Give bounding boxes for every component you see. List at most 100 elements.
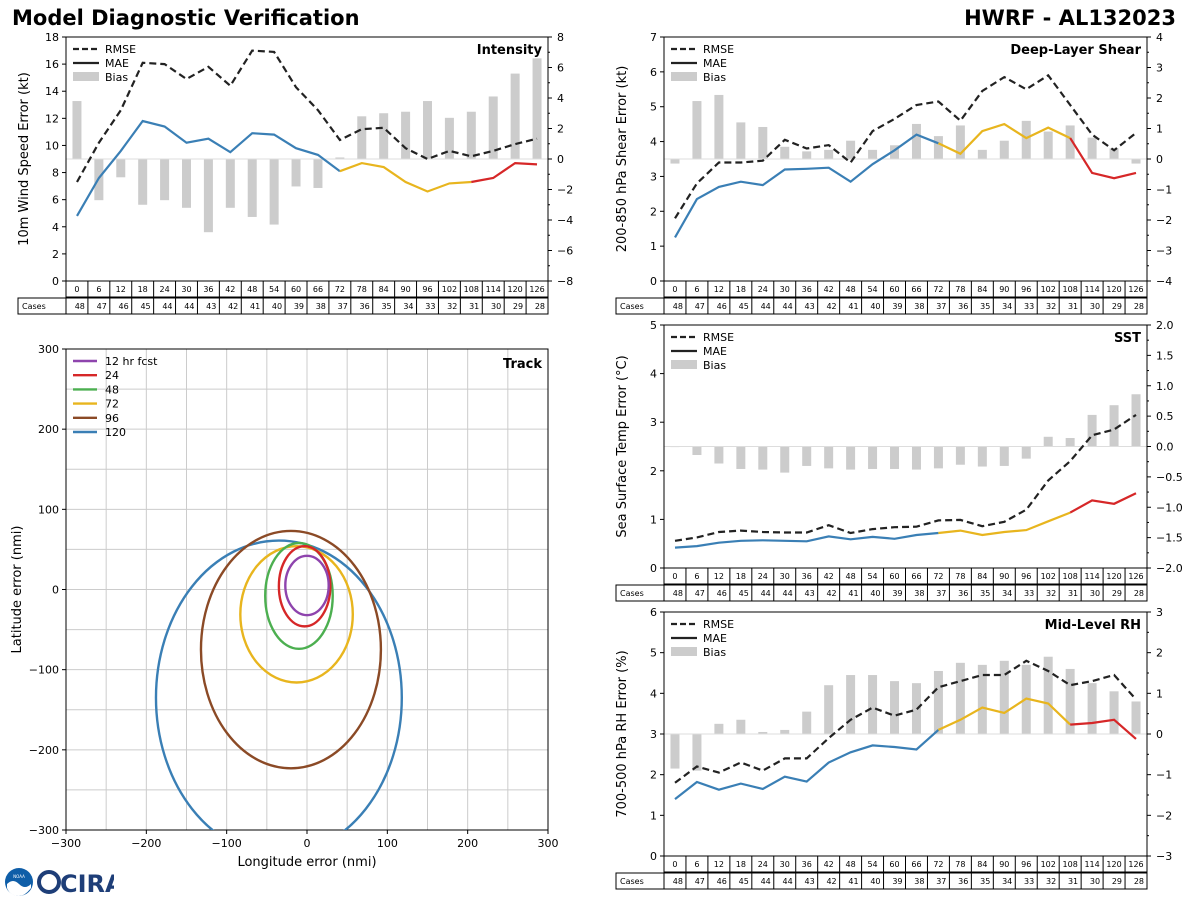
sst-y2tick-label: 1.0: [1156, 380, 1174, 393]
sst-bias-bar: [714, 446, 724, 464]
intensity-case-count: 28: [535, 302, 545, 311]
sst-hour-label: 6: [694, 572, 699, 581]
rh-case-count: 45: [739, 877, 749, 886]
shear-hour-label: 6: [694, 285, 699, 294]
intensity-bias-bar: [247, 159, 257, 217]
shear-bias-bar: [911, 123, 921, 159]
shear-bias-bar: [736, 122, 746, 159]
shear-legend-bias-swatch: [671, 72, 697, 81]
shear-y2tick-label: −1: [1156, 184, 1172, 197]
intensity-case-count: 42: [228, 302, 238, 311]
rh-hour-label: 84: [977, 860, 987, 869]
shear-bias-bar: [1043, 131, 1053, 159]
rh-hour-label: 108: [1063, 860, 1078, 869]
sst-chart: 012345−2.0−1.5−1.0−0.50.00.51.01.52.0Sea…: [615, 319, 1183, 602]
shear-bias-bar: [714, 94, 724, 159]
shear-ytick-label: 2: [650, 205, 657, 218]
intensity-case-count: 34: [403, 302, 413, 311]
sst-ytick-label: 5: [650, 319, 657, 332]
sst-y2tick-label: −0.5: [1156, 471, 1183, 484]
intensity-case-count: 45: [140, 302, 150, 311]
rh-case-count: 44: [783, 877, 793, 886]
rh-ytick-label: 5: [650, 647, 657, 660]
rh-y2tick-label: 2: [1156, 647, 1163, 660]
shear-bias-bar: [670, 159, 680, 164]
rh-case-count: 48: [673, 877, 683, 886]
intensity-hour-label: 108: [464, 285, 479, 294]
sst-bias-bar: [999, 446, 1009, 466]
intensity-hour-label: 18: [138, 285, 148, 294]
page-title: Model Diagnostic Verification: [12, 6, 360, 30]
intensity-mae-line-seg3: [471, 161, 538, 184]
shear-ytick-label: 1: [650, 240, 657, 253]
track-xlabel: Longitude error (nmi): [237, 855, 376, 870]
intensity-ylabel: 10m Wind Speed Error (kt): [17, 72, 32, 246]
intensity-mae-line-seg2: [339, 161, 472, 193]
shear-bias-bar: [868, 149, 878, 159]
shear-bias-bar: [692, 101, 702, 159]
intensity-hour-label: 84: [379, 285, 389, 294]
intensity-bias-bar: [116, 159, 126, 178]
intensity-y2tick-label: 8: [557, 31, 564, 44]
intensity-case-count: 40: [272, 302, 282, 311]
sst-bias-bar: [1109, 405, 1119, 447]
sst-bias-bar: [1131, 394, 1141, 447]
shear-hour-label: 84: [977, 285, 987, 294]
sst-case-count: 38: [914, 589, 924, 598]
shear-cases-label: Cases: [620, 302, 644, 311]
shear-case-count: 44: [783, 302, 793, 311]
rh-hour-label: 72: [933, 860, 943, 869]
rh-case-count: 41: [848, 877, 858, 886]
shear-y2tick-label: 2: [1156, 92, 1163, 105]
sst-case-count: 47: [695, 589, 705, 598]
rh-mae-line-seg3: [1070, 718, 1137, 740]
shear-case-count: 43: [804, 302, 814, 311]
shear-case-count: 33: [1024, 302, 1034, 311]
shear-ytick-label: 4: [650, 136, 657, 149]
rh-bias-bar: [846, 675, 856, 734]
cira-globe-icon: [37, 870, 61, 894]
sst-case-count: 37: [936, 589, 946, 598]
sst-bias-bar: [824, 446, 834, 469]
rh-bias-bar: [670, 734, 680, 769]
rh-ytick-label: 4: [650, 687, 657, 700]
intensity-hour-label: 66: [313, 285, 323, 294]
intensity-ytick-label: 4: [52, 221, 59, 234]
sst-case-count: 40: [870, 589, 880, 598]
sst-y2tick-label: 2.0: [1156, 319, 1174, 332]
shear-ytick-label: 6: [650, 66, 657, 79]
sst-hour-label: 72: [933, 572, 943, 581]
shear-hour-label: 90: [999, 285, 1009, 294]
intensity-hour-label: 114: [486, 285, 501, 294]
shear-y2tick-label: 0: [1156, 153, 1163, 166]
shear-hour-label: 24: [758, 285, 768, 294]
intensity-bias-bar: [225, 159, 235, 208]
sst-legend-bias: Bias: [703, 359, 726, 372]
shear-hour-label: 66: [911, 285, 921, 294]
shear-hour-label: 72: [933, 285, 943, 294]
rh-y2tick-label: 1: [1156, 687, 1163, 700]
track-ellipses: [154, 529, 403, 830]
rh-legend-bias: Bias: [703, 646, 726, 659]
intensity-bias-bar: [532, 58, 542, 159]
sst-hour-label: 48: [846, 572, 856, 581]
shear-y2tick-label: 3: [1156, 62, 1163, 75]
sst-hour-label: 36: [802, 572, 812, 581]
track-ytick-label: −300: [29, 824, 59, 837]
track-ellipse-72: [239, 545, 354, 684]
rh-ytick-label: 1: [650, 809, 657, 822]
intensity-hour-label: 6: [96, 285, 101, 294]
track-xtick-label: 0: [304, 837, 311, 850]
shear-ytick-label: 0: [650, 275, 657, 288]
rh-y2tick-label: −2: [1156, 809, 1172, 822]
track-xtick-label: 300: [538, 837, 559, 850]
sst-mae-line-seg1: [674, 531, 939, 549]
shear-bias-bar: [758, 126, 768, 159]
shear-hour-label: 96: [1021, 285, 1031, 294]
shear-case-count: 34: [1002, 302, 1012, 311]
sst-hour-label: 90: [999, 572, 1009, 581]
shear-hour-label: 60: [889, 285, 899, 294]
shear-rmse-line: [674, 73, 1137, 219]
rh-hour-label: 90: [999, 860, 1009, 869]
